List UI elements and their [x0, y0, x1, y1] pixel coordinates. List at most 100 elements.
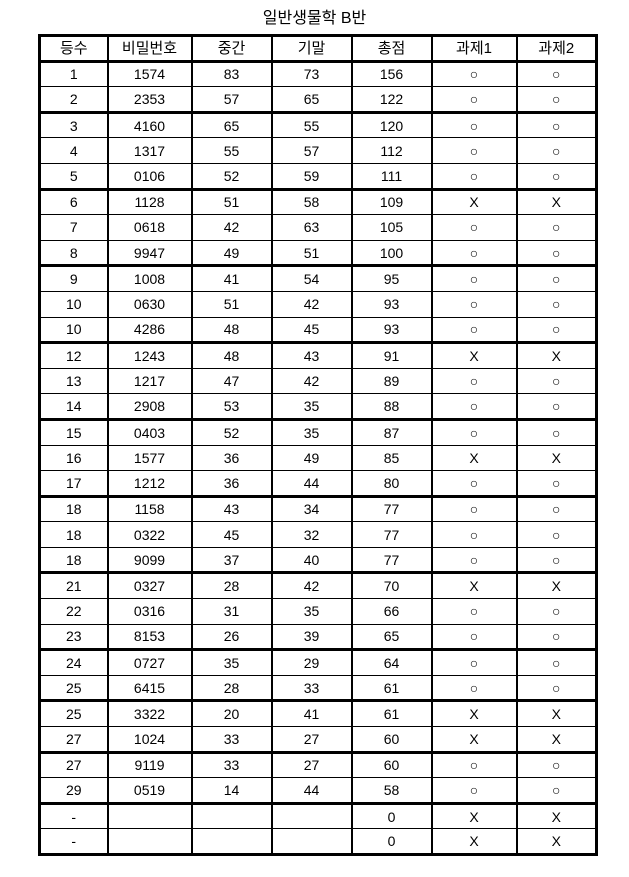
- cell-hw1: ○: [430, 495, 518, 523]
- cell-total: 60: [350, 751, 433, 779]
- cell-midterm: 48: [190, 316, 273, 344]
- cell-final: 42: [270, 290, 353, 318]
- cell-midterm: 42: [190, 214, 273, 241]
- cell-hw2: ○: [515, 470, 598, 497]
- table-row: 14 2908 53 35 88 ○ ○: [38, 393, 598, 420]
- table-row: 10 0630 51 42 93 ○ ○: [38, 290, 598, 318]
- cell-midterm: 37: [190, 546, 273, 574]
- cell-hw2: X: [515, 572, 598, 600]
- cell-hw2: ○: [515, 393, 598, 420]
- cell-final: 58: [270, 188, 353, 216]
- table-row: 4 1317 55 57 112 ○ ○: [38, 137, 598, 164]
- cell-hw1: ○: [430, 290, 518, 318]
- cell-rank: 5: [38, 162, 109, 190]
- cell-hw1: ○: [430, 546, 518, 574]
- cell-id: 0327: [106, 572, 193, 600]
- table-row: 18 9099 37 40 77 ○ ○: [38, 546, 598, 574]
- cell-hw1: ○: [430, 521, 518, 548]
- cell-total: 58: [350, 777, 433, 804]
- cell-rank: 1: [38, 60, 109, 88]
- cell-midterm: 41: [190, 265, 273, 292]
- cell-midterm: 83: [190, 60, 273, 88]
- table-row: 6 1128 51 58 109 X X: [38, 188, 598, 216]
- column-header-total: 총점: [350, 35, 433, 62]
- table-row: 27 9119 33 27 60 ○ ○: [38, 751, 598, 779]
- cell-id: 1008: [106, 265, 193, 292]
- cell-rank: 27: [38, 751, 109, 779]
- cell-id: [106, 802, 193, 830]
- cell-id: 9947: [106, 239, 193, 267]
- cell-id: 1158: [106, 495, 193, 523]
- cell-midterm: 36: [190, 470, 273, 497]
- cell-midterm: 14: [190, 777, 273, 804]
- cell-hw1: ○: [430, 418, 518, 446]
- cell-midterm: 28: [190, 572, 273, 600]
- table-row: 27 1024 33 27 60 X X: [38, 726, 598, 753]
- table-row: 16 1577 36 49 85 X X: [38, 444, 598, 472]
- cell-rank: 13: [38, 367, 109, 395]
- cell-rank: 10: [38, 316, 109, 344]
- page-title: 일반생물학 B반: [262, 10, 367, 27]
- cell-final: 65: [270, 86, 353, 113]
- table-row: 10 4286 48 45 93 ○ ○: [38, 316, 598, 344]
- cell-total: 61: [350, 700, 433, 728]
- cell-id: 0630: [106, 290, 193, 318]
- cell-hw1: ○: [430, 214, 518, 241]
- cell-id: 2908: [106, 393, 193, 420]
- cell-hw1: ○: [430, 239, 518, 267]
- table-row: 24 0727 35 29 64 ○ ○: [38, 649, 598, 676]
- cell-final: 35: [270, 598, 353, 625]
- cell-id: 3322: [106, 700, 193, 728]
- cell-rank: 17: [38, 470, 109, 497]
- cell-rank: 23: [38, 623, 109, 651]
- cell-rank: -: [38, 828, 109, 855]
- cell-final: 41: [270, 700, 353, 728]
- cell-midterm: 65: [190, 111, 273, 139]
- table-row: 25 3322 20 41 61 X X: [38, 700, 598, 728]
- table-row: 7 0618 42 63 105 ○ ○: [38, 214, 598, 241]
- cell-midterm: 48: [190, 342, 273, 369]
- table-row: 18 1158 43 34 77 ○ ○: [38, 495, 598, 523]
- cell-rank: 9: [38, 265, 109, 292]
- cell-hw1: ○: [430, 137, 518, 164]
- cell-rank: 29: [38, 777, 109, 804]
- cell-id: 9099: [106, 546, 193, 574]
- column-header-id: 비밀번호: [106, 35, 193, 62]
- cell-midterm: 28: [190, 674, 273, 702]
- header-row: 등수 비밀번호 중간 기말 총점 과제1 과제2: [38, 35, 598, 62]
- cell-midterm: 52: [190, 162, 273, 190]
- cell-rank: 15: [38, 418, 109, 446]
- cell-hw1: ○: [430, 470, 518, 497]
- cell-total: 88: [350, 393, 433, 420]
- table-row: 5 0106 52 59 111 ○ ○: [38, 162, 598, 190]
- cell-hw2: ○: [515, 623, 598, 651]
- cell-rank: 4: [38, 137, 109, 164]
- cell-total: 80: [350, 470, 433, 497]
- cell-total: 70: [350, 572, 433, 600]
- cell-hw2: X: [515, 726, 598, 753]
- cell-total: 111: [350, 162, 433, 190]
- column-header-midterm: 중간: [190, 35, 273, 62]
- cell-final: 34: [270, 495, 353, 523]
- cell-hw1: X: [430, 700, 518, 728]
- cell-rank: -: [38, 802, 109, 830]
- cell-id: 0519: [106, 777, 193, 804]
- cell-id: 1317: [106, 137, 193, 164]
- cell-rank: 22: [38, 598, 109, 625]
- cell-total: 60: [350, 726, 433, 753]
- cell-hw2: ○: [515, 777, 598, 804]
- cell-total: 156: [350, 60, 433, 88]
- cell-hw2: X: [515, 188, 598, 216]
- cell-hw2: ○: [515, 265, 598, 292]
- cell-final: 33: [270, 674, 353, 702]
- cell-rank: 2: [38, 86, 109, 113]
- table-row: 18 0322 45 32 77 ○ ○: [38, 521, 598, 548]
- cell-hw1: ○: [430, 674, 518, 702]
- cell-hw2: ○: [515, 521, 598, 548]
- cell-rank: 18: [38, 521, 109, 548]
- column-header-rank: 등수: [38, 35, 109, 62]
- cell-total: 120: [350, 111, 433, 139]
- cell-hw2: ○: [515, 367, 598, 395]
- cell-midterm: 35: [190, 649, 273, 676]
